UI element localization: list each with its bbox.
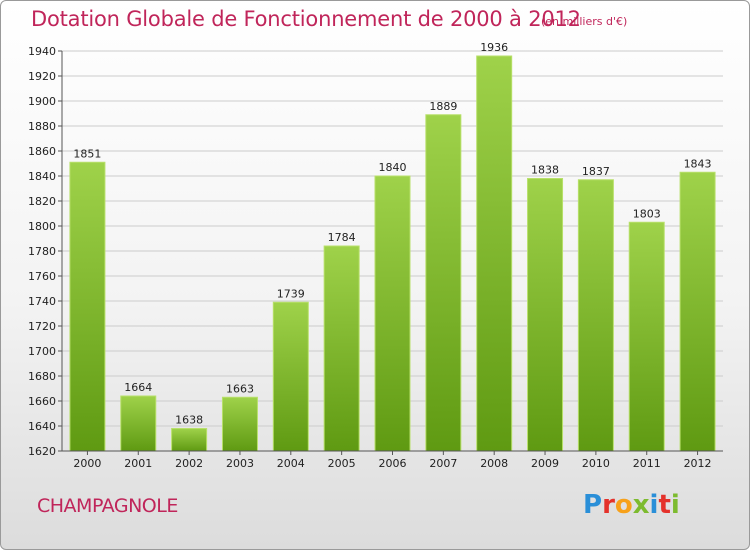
chart-unit: (en milliers d'€) — [541, 15, 628, 28]
y-tick-label: 1800 — [28, 220, 56, 233]
y-tick-label: 1920 — [28, 70, 56, 83]
bar-2005[interactable] — [323, 245, 360, 452]
y-tick-label: 1760 — [28, 270, 56, 283]
x-tick-label: 2001 — [124, 457, 152, 470]
bar-value-label: 1889 — [429, 100, 457, 113]
bar-value-label: 1843 — [684, 157, 712, 170]
bar-2012[interactable] — [679, 171, 716, 452]
y-tick-label: 1940 — [28, 45, 56, 58]
y-tick-label: 1720 — [28, 320, 56, 333]
bar-2002[interactable] — [171, 428, 208, 452]
x-tick-label: 2008 — [480, 457, 508, 470]
x-tick-label: 2012 — [684, 457, 712, 470]
commune-name: CHAMPAGNOLE — [37, 495, 178, 517]
logo-letter: i — [670, 490, 680, 520]
x-tick-label: 2006 — [379, 457, 407, 470]
x-tick-label: 2003 — [226, 457, 254, 470]
y-tick-label: 1620 — [28, 445, 56, 458]
bar-value-label: 1837 — [582, 165, 610, 178]
bar-2004[interactable] — [272, 301, 309, 452]
bar-value-label: 1838 — [531, 164, 559, 177]
bar-2008[interactable] — [476, 55, 513, 452]
bar-value-label: 1664 — [124, 381, 152, 394]
bar-value-label: 1739 — [277, 287, 305, 300]
bar-value-label: 1840 — [379, 161, 407, 174]
y-tick-label: 1820 — [28, 195, 56, 208]
proxiti-logo[interactable]: Proxiti — [583, 490, 680, 520]
chart-title: Dotation Globale de Fonctionnement de 20… — [31, 7, 581, 31]
bar-value-label: 1851 — [73, 147, 101, 160]
y-tick-label: 1900 — [28, 95, 56, 108]
x-tick-label: 2010 — [582, 457, 610, 470]
bar-2009[interactable] — [527, 178, 564, 452]
y-tick-label: 1660 — [28, 395, 56, 408]
y-tick-label: 1680 — [28, 370, 56, 383]
bar-2000[interactable] — [69, 161, 106, 452]
bar-2003[interactable] — [221, 396, 258, 452]
x-tick-label: 2007 — [429, 457, 457, 470]
y-tick-label: 1780 — [28, 245, 56, 258]
y-tick-label: 1640 — [28, 420, 56, 433]
bar-2007[interactable] — [425, 114, 462, 452]
y-tick-label: 1740 — [28, 295, 56, 308]
bar-2006[interactable] — [374, 175, 411, 452]
bar-2001[interactable] — [120, 395, 157, 452]
y-tick-label: 1700 — [28, 345, 56, 358]
x-tick-label: 2002 — [175, 457, 203, 470]
bar-chart: 1851 1664 1638 1663 1739 1784 1840 1889 1936 1838… — [28, 41, 723, 470]
logo-letter: r — [602, 490, 615, 520]
logo-letter: o — [614, 490, 633, 520]
bar-value-label: 1663 — [226, 382, 254, 395]
x-tick-label: 2011 — [633, 457, 661, 470]
y-tick-label: 1840 — [28, 170, 56, 183]
logo-letter: t — [658, 490, 671, 520]
x-tick-label: 2009 — [531, 457, 559, 470]
logo-letter: P — [583, 490, 603, 520]
bar-value-label: 1638 — [175, 414, 203, 427]
x-tick-label: 2004 — [277, 457, 305, 470]
bar-value-label: 1803 — [633, 207, 661, 220]
logo-letter: x — [632, 490, 650, 520]
x-tick-label: 2005 — [328, 457, 356, 470]
y-tick-label: 1860 — [28, 145, 56, 158]
bar-2010[interactable] — [577, 179, 614, 452]
bar-2011[interactable] — [628, 221, 665, 452]
x-tick-label: 2000 — [73, 457, 101, 470]
logo-letter: i — [649, 490, 659, 520]
bar-value-label: 1936 — [480, 41, 508, 54]
y-tick-label: 1880 — [28, 120, 56, 133]
bar-value-label: 1784 — [328, 231, 356, 244]
